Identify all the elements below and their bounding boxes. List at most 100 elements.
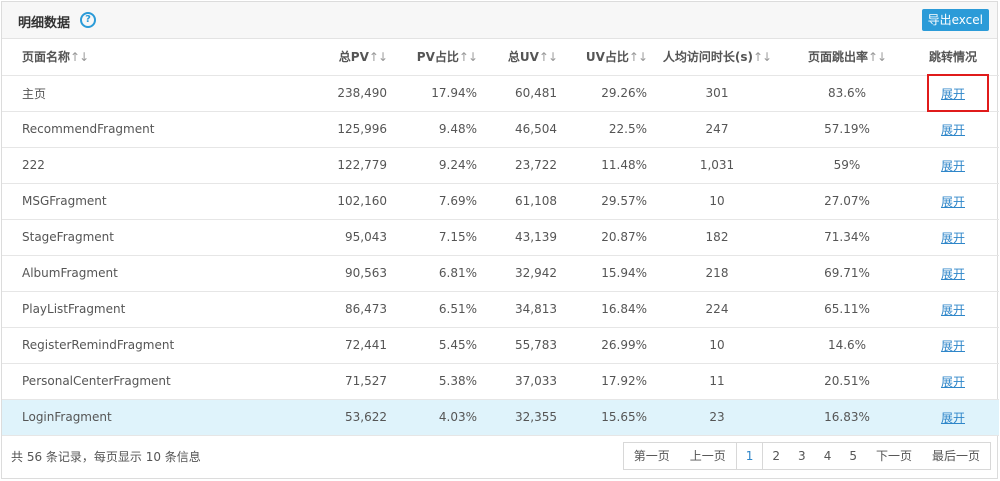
page-name-cell: RecommendFragment [2, 111, 262, 148]
col-header-total-pv[interactable]: 总PV↑↓ [262, 39, 388, 76]
bounce-rate-cell: 57.19% [787, 111, 907, 148]
expand-cell: 展开 [907, 219, 999, 256]
expand-link[interactable]: 展开 [940, 194, 965, 209]
table-row: PersonalCenterFragment 71,527 5.38% 37,033 1… [2, 363, 999, 400]
prev-page-button[interactable]: 上一页 [689, 449, 726, 463]
pv-ratio-cell: 5.38% [387, 363, 477, 400]
total-uv-cell: 32,942 [477, 255, 557, 292]
avg-time-cell: 247 [647, 111, 787, 148]
page-name-cell: LoginFragment [2, 399, 262, 436]
expand-link[interactable]: 展开 [940, 122, 965, 137]
uv-ratio-cell: 15.94% [557, 255, 647, 292]
avg-time-cell: 182 [647, 219, 787, 256]
uv-ratio-cell: 22.5% [557, 111, 647, 148]
export-excel-button[interactable]: 导出excel [921, 9, 989, 31]
total-pv-cell: 72,441 [262, 327, 387, 364]
table-footer: 共 56 条记录，每页显示 10 条信息 第一页 上一页 1 2 3 4 5 下一页 最后一页 [2, 439, 999, 477]
panel-title: 明细数据 [18, 16, 71, 31]
bounce-rate-cell: 20.51% [787, 363, 907, 400]
total-uv-cell: 32,355 [477, 399, 557, 436]
expand-link[interactable]: 展开 [940, 302, 965, 317]
expand-cell: 展开 [907, 183, 999, 220]
col-header-jump: 跳转情况 [907, 39, 999, 76]
page-2-button[interactable]: 2 [772, 449, 781, 463]
pv-ratio-cell: 6.51% [387, 291, 477, 328]
expand-link[interactable]: 展开 [940, 410, 965, 425]
table-row: AlbumFragment 90,563 6.81% 32,942 15.94% 218 6… [2, 255, 999, 292]
expand-cell: 展开 [907, 327, 999, 364]
expand-cell: 展开 [907, 291, 999, 328]
total-uv-cell: 60,481 [477, 75, 557, 112]
first-page-button[interactable]: 第一页 [633, 449, 670, 463]
page-name-cell: MSGFragment [2, 183, 262, 220]
pagination: 第一页 上一页 1 2 3 4 5 下一页 最后一页 [622, 442, 991, 470]
total-pv-cell: 238,490 [262, 75, 387, 112]
col-header-bounce-rate[interactable]: 页面跳出率↑↓ [787, 39, 907, 76]
uv-ratio-cell: 11.48% [557, 147, 647, 184]
avg-time-cell: 224 [647, 291, 787, 328]
expand-link[interactable]: 展开 [940, 86, 965, 101]
pv-ratio-cell: 9.48% [387, 111, 477, 148]
total-pv-cell: 102,160 [262, 183, 387, 220]
page-name-cell: PersonalCenterFragment [2, 363, 262, 400]
expand-cell: 展开 [907, 147, 999, 184]
pv-ratio-cell: 7.69% [387, 183, 477, 220]
total-uv-cell: 55,783 [477, 327, 557, 364]
next-page-button[interactable]: 下一页 [875, 449, 912, 463]
bounce-rate-cell: 83.6% [787, 75, 907, 112]
table-row: 主页 238,490 17.94% 60,481 29.26% 301 83.6% 展开 [2, 75, 999, 112]
bounce-rate-cell: 27.07% [787, 183, 907, 220]
table-row: LoginFragment 53,622 4.03% 32,355 15.65% 23 16… [2, 399, 999, 436]
page-5-button[interactable]: 5 [849, 449, 857, 463]
total-uv-cell: 61,108 [477, 183, 557, 220]
col-header-total-uv[interactable]: 总UV↑↓ [477, 39, 558, 76]
expand-cell: 展开 [907, 255, 999, 292]
col-header-uv-ratio[interactable]: UV占比↑↓ [557, 39, 648, 76]
uv-ratio-cell: 20.87% [557, 219, 647, 256]
avg-time-cell: 10 [647, 327, 787, 364]
page-name-cell: PlayListFragment [2, 291, 262, 328]
bounce-rate-cell: 69.71% [787, 255, 907, 292]
help-icon[interactable]: ? [80, 12, 96, 28]
col-header-avg-time[interactable]: 人均访问时长(s)↑↓ [647, 39, 787, 76]
total-uv-cell: 37,033 [477, 363, 557, 400]
record-info: 共 56 条记录，每页显示 10 条信息 [11, 450, 201, 464]
page-name-cell: 222 [2, 147, 262, 184]
total-pv-cell: 122,779 [262, 147, 387, 184]
avg-time-cell: 23 [647, 399, 787, 436]
bounce-rate-cell: 16.83% [787, 399, 907, 436]
expand-cell: 展开 [907, 363, 999, 400]
expand-link[interactable]: 展开 [940, 158, 965, 173]
table-row: StageFragment 95,043 7.15% 43,139 20.87% 182 7… [2, 219, 999, 256]
bounce-rate-cell: 65.11% [787, 291, 907, 328]
total-uv-cell: 34,813 [477, 291, 557, 328]
pv-ratio-cell: 4.03% [387, 399, 477, 436]
expand-link[interactable]: 展开 [940, 266, 965, 281]
annotation-box [927, 74, 989, 112]
expand-link[interactable]: 展开 [940, 338, 965, 353]
col-header-page-name[interactable]: 页面名称↑↓ [2, 39, 262, 76]
page-name-cell: RegisterRemindFragment [2, 327, 262, 364]
total-pv-cell: 95,043 [262, 219, 387, 256]
expand-link[interactable]: 展开 [940, 230, 965, 245]
uv-ratio-cell: 26.99% [557, 327, 647, 364]
pv-ratio-cell: 17.94% [387, 75, 477, 112]
uv-ratio-cell: 17.92% [557, 363, 647, 400]
page-4-button[interactable]: 4 [823, 449, 832, 463]
total-pv-cell: 53,622 [262, 399, 387, 436]
col-header-pv-ratio[interactable]: PV占比↑↓ [387, 39, 478, 76]
page-3-button[interactable]: 3 [798, 449, 806, 463]
last-page-button[interactable]: 最后一页 [931, 449, 980, 463]
expand-cell: 展开 [907, 111, 999, 148]
total-uv-cell: 23,722 [477, 147, 557, 184]
page-name-cell: 主页 [2, 75, 262, 112]
pv-ratio-cell: 7.15% [387, 219, 477, 256]
expand-link[interactable]: 展开 [940, 374, 965, 389]
pv-ratio-cell: 9.24% [387, 147, 477, 184]
uv-ratio-cell: 29.26% [557, 75, 647, 112]
avg-time-cell: 1,031 [647, 147, 787, 184]
pv-ratio-cell: 6.81% [387, 255, 477, 292]
total-uv-cell: 46,504 [477, 111, 557, 148]
page-1-button[interactable]: 1 [735, 443, 764, 469]
